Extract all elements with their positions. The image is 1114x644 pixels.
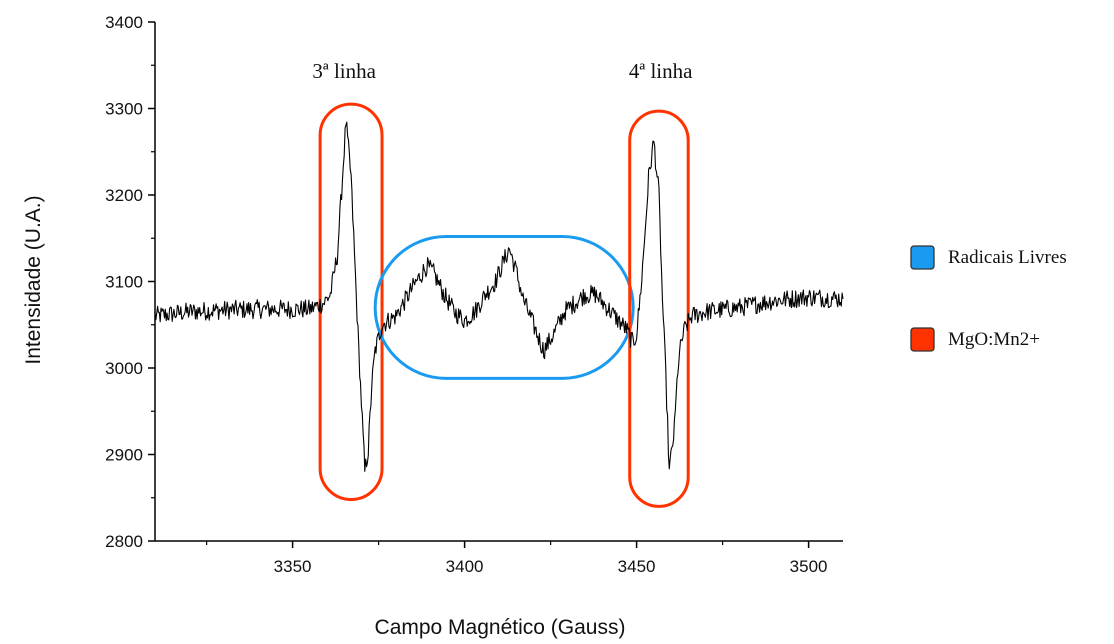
highlight-regions — [318, 102, 690, 508]
x-tick-label: 3450 — [618, 557, 656, 576]
legend-swatch — [910, 327, 935, 352]
x-tick-label: 3350 — [274, 557, 312, 576]
chart-axes: 2800 2900 3000 3100 3200 3300 3400 3350 3400 3450… — [105, 13, 843, 576]
legend-label: MgO:Mn2+ — [948, 329, 1040, 350]
region-outline — [628, 109, 690, 508]
chart-legend: Radicais Livres MgO:Mn2+ — [910, 245, 1067, 352]
line-annotation: 3ª linha — [312, 59, 376, 83]
line-annotation: 4ª linha — [629, 59, 693, 83]
x-tick-label: 3400 — [446, 557, 484, 576]
x-axis-title: Campo Magnético (Gauss) — [375, 616, 626, 639]
y-tick-label: 3400 — [105, 13, 143, 32]
spectrum-line — [154, 121, 844, 472]
region-outline — [318, 102, 384, 501]
y-tick-label: 3100 — [105, 273, 143, 292]
legend-swatch — [910, 245, 935, 270]
y-tick-label: 3200 — [105, 186, 143, 205]
y-tick-label: 2800 — [105, 532, 143, 551]
spectrum-series — [154, 121, 844, 472]
legend-label: Radicais Livres — [948, 247, 1067, 268]
y-tick-label: 3300 — [105, 100, 143, 119]
x-tick-label: 3500 — [790, 557, 828, 576]
y-axis-title: Intensidade (U.A.) — [22, 195, 45, 364]
y-tick-label: 2900 — [105, 446, 143, 465]
region-outline — [373, 235, 635, 380]
region-annotations: 3ª linha 4ª linha — [312, 59, 693, 83]
y-tick-label: 3000 — [105, 359, 143, 378]
